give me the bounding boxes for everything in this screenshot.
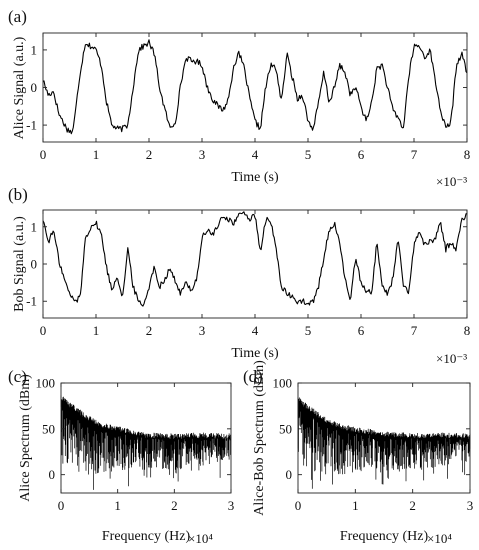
x-tick-label: 0 xyxy=(295,498,302,513)
y-tick-label: -1 xyxy=(26,294,37,309)
x-axis-label: Frequency (Hz) xyxy=(340,529,429,544)
x-tick-label: 3 xyxy=(199,147,206,162)
y-axis-label: Alice Signal (a.u.) xyxy=(12,36,27,139)
x-tick-label: 2 xyxy=(409,498,416,513)
x-tick-label: 0 xyxy=(40,323,47,338)
panel-label: (d) xyxy=(243,367,263,386)
x-axis-multiplier: ×10⁴ xyxy=(427,531,452,546)
y-tick-label: 1 xyxy=(31,42,38,57)
y-axis-label: Alice Spectrum (dBm) xyxy=(18,374,33,502)
panel-c: (c) 0 1 2 3 100 50 0 Frequency (Hz) Alice Spectru… xyxy=(8,367,234,546)
y-tick-label: 0 xyxy=(49,467,56,482)
x-tick-label: 1 xyxy=(352,498,359,513)
y-tick-label: 50 xyxy=(279,421,292,436)
y-tick-label: 100 xyxy=(273,376,293,391)
y-tick-label: 0 xyxy=(286,467,293,482)
x-tick-label: 5 xyxy=(305,323,312,338)
plot-frame xyxy=(297,382,471,494)
x-tick-label: 1 xyxy=(114,498,121,513)
y-axis-label: Bob Signal (a.u.) xyxy=(12,216,27,312)
plot-frame xyxy=(60,382,232,494)
plot-frame xyxy=(42,209,468,319)
x-tick-label: 3 xyxy=(467,498,474,513)
x-tick-label: 7 xyxy=(411,147,418,162)
y-tick-label: 1 xyxy=(31,219,38,234)
y-tick-label: 0 xyxy=(31,257,38,272)
x-tick-label: 8 xyxy=(464,323,471,338)
x-tick-label: 0 xyxy=(58,498,65,513)
x-axis-label: Frequency (Hz) xyxy=(102,529,191,544)
y-tick-label: 100 xyxy=(36,376,56,391)
x-tick-label: 6 xyxy=(358,323,365,338)
x-tick-label: 1 xyxy=(93,323,100,338)
x-axis-multiplier: ×10⁴ xyxy=(188,531,213,546)
signal-trace xyxy=(42,211,468,307)
x-tick-label: 2 xyxy=(171,498,178,513)
panel-label: (a) xyxy=(8,7,27,26)
x-tick-label: 4 xyxy=(252,147,259,162)
y-tick-label: -1 xyxy=(26,118,37,133)
panel-label: (c) xyxy=(8,367,27,386)
x-tick-label: 4 xyxy=(252,323,259,338)
x-tick-label: 1 xyxy=(93,147,100,162)
y-tick-label: 50 xyxy=(42,421,55,436)
x-tick-label: 3 xyxy=(228,498,235,513)
spectrum-trace xyxy=(60,395,232,490)
spectrum-trace xyxy=(297,397,471,489)
y-tick-label: 0 xyxy=(31,80,38,95)
panel-d: (d) 0 1 2 3 100 50 0 Frequency (Hz) Alice-Bob Spe… xyxy=(243,360,473,546)
y-axis-label: Alice-Bob Spectrum (dBm) xyxy=(252,360,267,516)
x-axis-label: Time (s) xyxy=(231,346,279,361)
x-tick-label: 5 xyxy=(305,147,312,162)
x-tick-label: 2 xyxy=(146,323,153,338)
signal-trace xyxy=(42,39,468,135)
x-axis-multiplier: ×10⁻³ xyxy=(436,174,467,189)
x-tick-label: 8 xyxy=(464,147,471,162)
x-axis-label: Time (s) xyxy=(231,170,279,185)
x-axis-multiplier: ×10⁻³ xyxy=(436,351,467,366)
x-tick-label: 3 xyxy=(199,323,206,338)
x-tick-label: 7 xyxy=(411,323,418,338)
x-tick-label: 2 xyxy=(146,147,153,162)
panel-label: (b) xyxy=(8,185,28,204)
x-tick-label: 0 xyxy=(40,147,47,162)
x-tick-label: 6 xyxy=(358,147,365,162)
